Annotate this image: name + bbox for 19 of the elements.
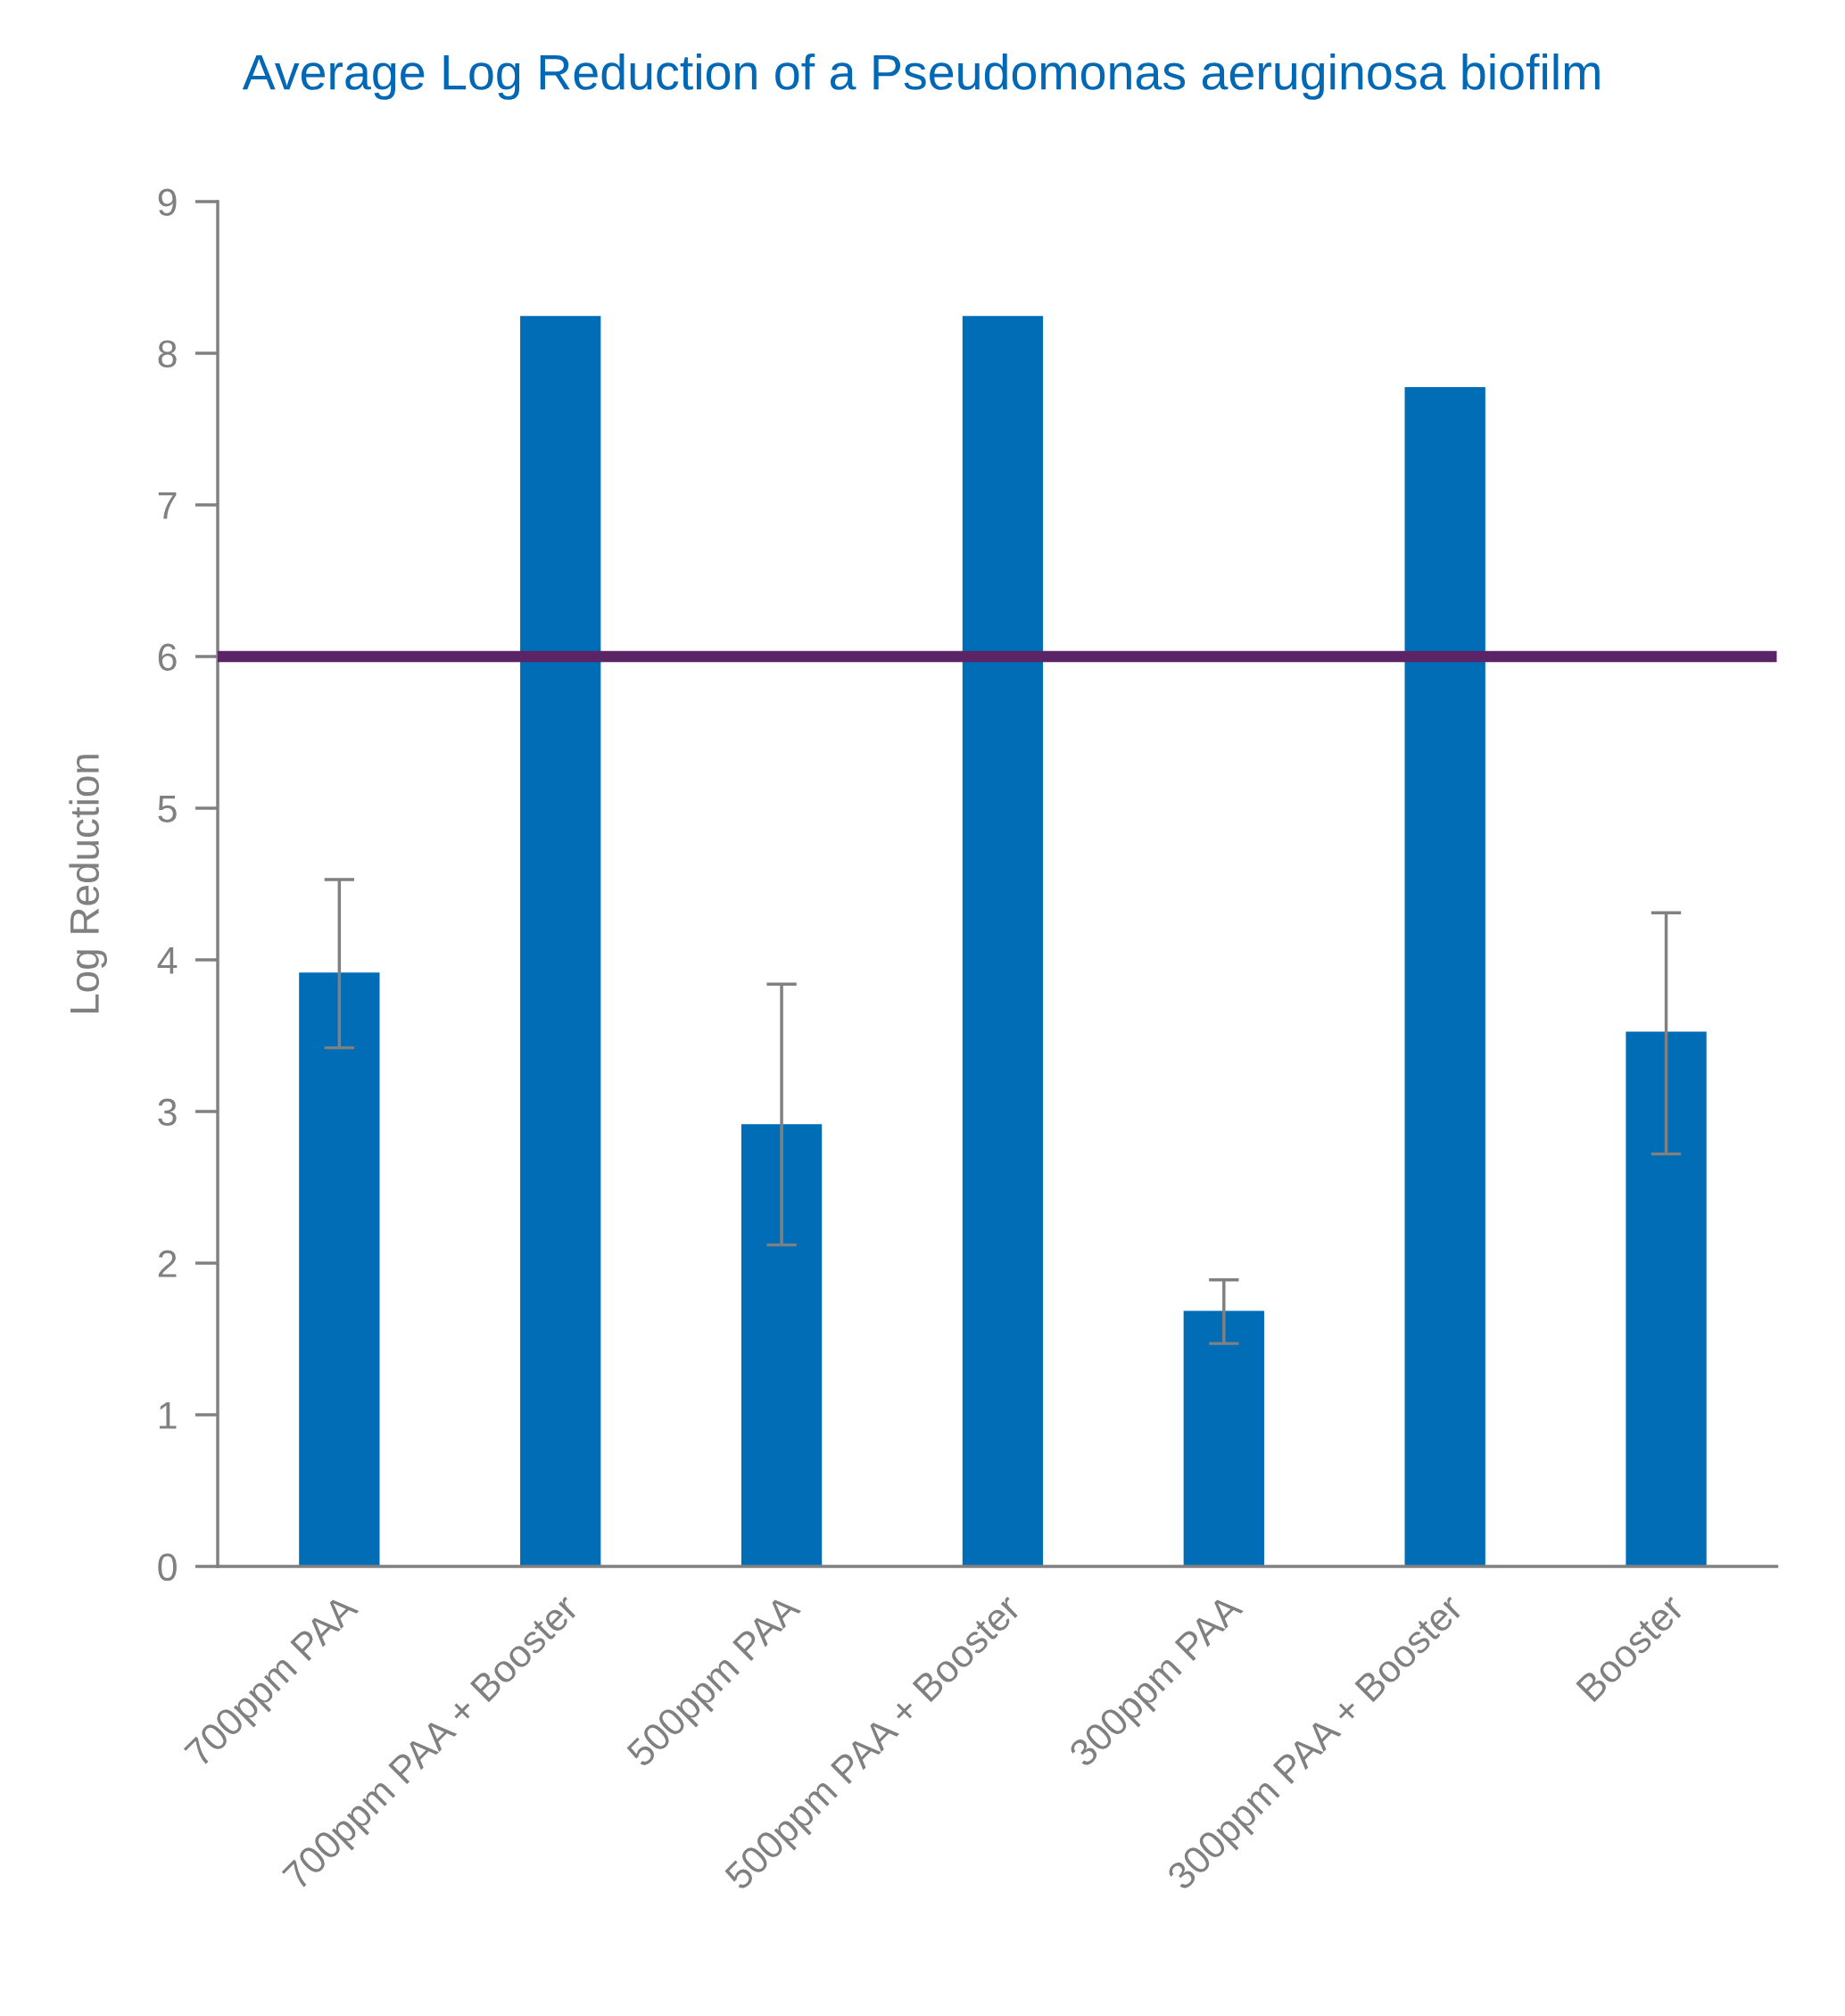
bar [518,314,602,1567]
y-tick-label: 3 [158,1098,177,1127]
y-tick-label: 1 [159,1402,177,1429]
y-tick-label: 5 [158,795,177,823]
y-tick-label: 9 [158,188,177,217]
y-axis-title: Log Reduction [69,755,108,1013]
y-tick-label: 0 [158,1553,177,1582]
bar [740,1122,823,1567]
bar [1625,1030,1708,1567]
y-tick-label: 4 [157,946,178,974]
chart-title: Average Log Reduction of a Pseudomonas aeruginosa biofilm [242,53,1600,100]
y-tick-label: 2 [158,1250,177,1277]
y-tick-label: 7 [158,492,177,519]
y-tick-label: 6 [158,643,177,672]
y-tick-label: 8 [158,340,177,368]
bar [297,971,381,1567]
bar [961,314,1045,1567]
bar [1182,1310,1266,1567]
bar [1403,385,1487,1567]
